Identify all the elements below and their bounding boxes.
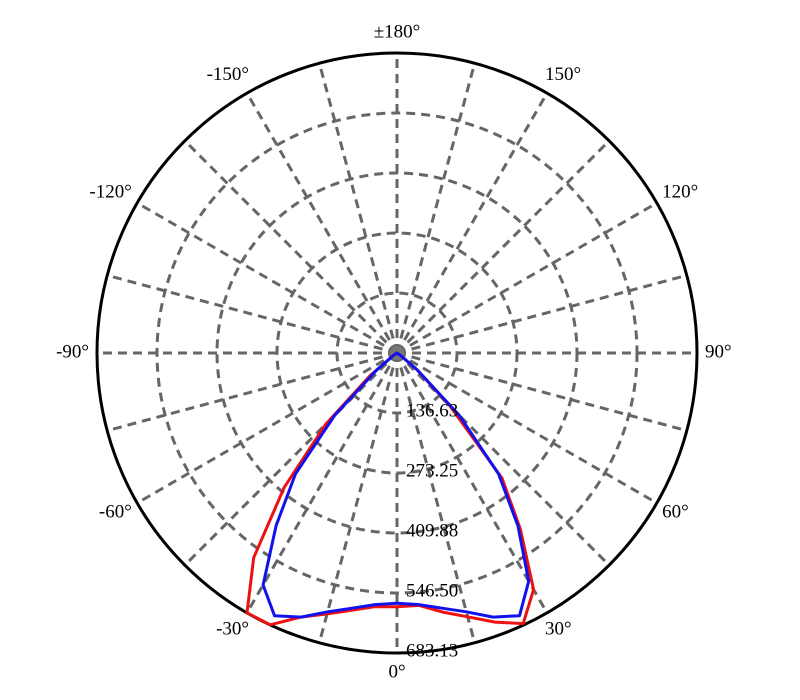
theta-tick-label: 0° (388, 661, 405, 682)
theta-tick-label: -60° (99, 501, 132, 522)
spoke (245, 352, 399, 614)
spoke (136, 351, 398, 505)
intensity-curve (245, 351, 536, 627)
spoke (317, 62, 399, 354)
theta-tick-label: -120° (89, 181, 131, 202)
spoke (183, 351, 399, 567)
spoke (183, 139, 399, 355)
ring (155, 111, 639, 595)
spoke (395, 352, 549, 614)
r-tick-label: 546.50 (406, 580, 458, 601)
spoke (245, 92, 399, 354)
spoke (396, 351, 658, 505)
ring (275, 231, 519, 475)
theta-tick-label: 60° (662, 501, 689, 522)
r-tick-label: 683.13 (406, 640, 458, 661)
theta-tick-label: -90° (56, 341, 89, 362)
theta-tick-label: 120° (662, 181, 698, 202)
outer-ring (95, 51, 699, 655)
theta-tick-label: 150° (545, 64, 581, 85)
r-tick-label: 136.63 (406, 400, 458, 421)
theta-tick-label: -150° (207, 64, 249, 85)
r-tick-label: 273.25 (406, 460, 458, 481)
ring (335, 291, 459, 415)
spoke (136, 201, 398, 355)
theta-tick-label: ±180° (374, 21, 421, 42)
spoke (106, 351, 398, 433)
r-tick-label: 409.88 (406, 520, 458, 541)
spoke (396, 351, 688, 433)
spoke (396, 273, 688, 355)
ring (215, 171, 579, 535)
theta-tick-label: 30° (545, 618, 572, 639)
spoke (396, 201, 658, 355)
theta-tick-label: -30° (216, 618, 249, 639)
intensity-curve (261, 351, 531, 619)
spoke (395, 139, 611, 355)
spoke (395, 352, 477, 644)
spoke (395, 62, 477, 354)
theta-tick-label: 90° (705, 341, 732, 362)
spoke (106, 273, 398, 355)
spoke (395, 92, 549, 354)
spoke (317, 352, 399, 644)
